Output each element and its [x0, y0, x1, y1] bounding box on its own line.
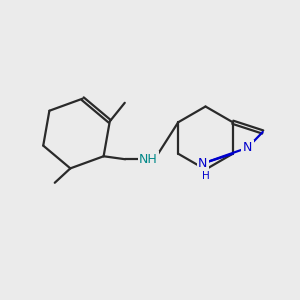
Text: N: N — [198, 157, 208, 170]
Text: N: N — [243, 141, 252, 154]
Text: H: H — [202, 171, 210, 181]
Text: NH: NH — [139, 153, 158, 166]
